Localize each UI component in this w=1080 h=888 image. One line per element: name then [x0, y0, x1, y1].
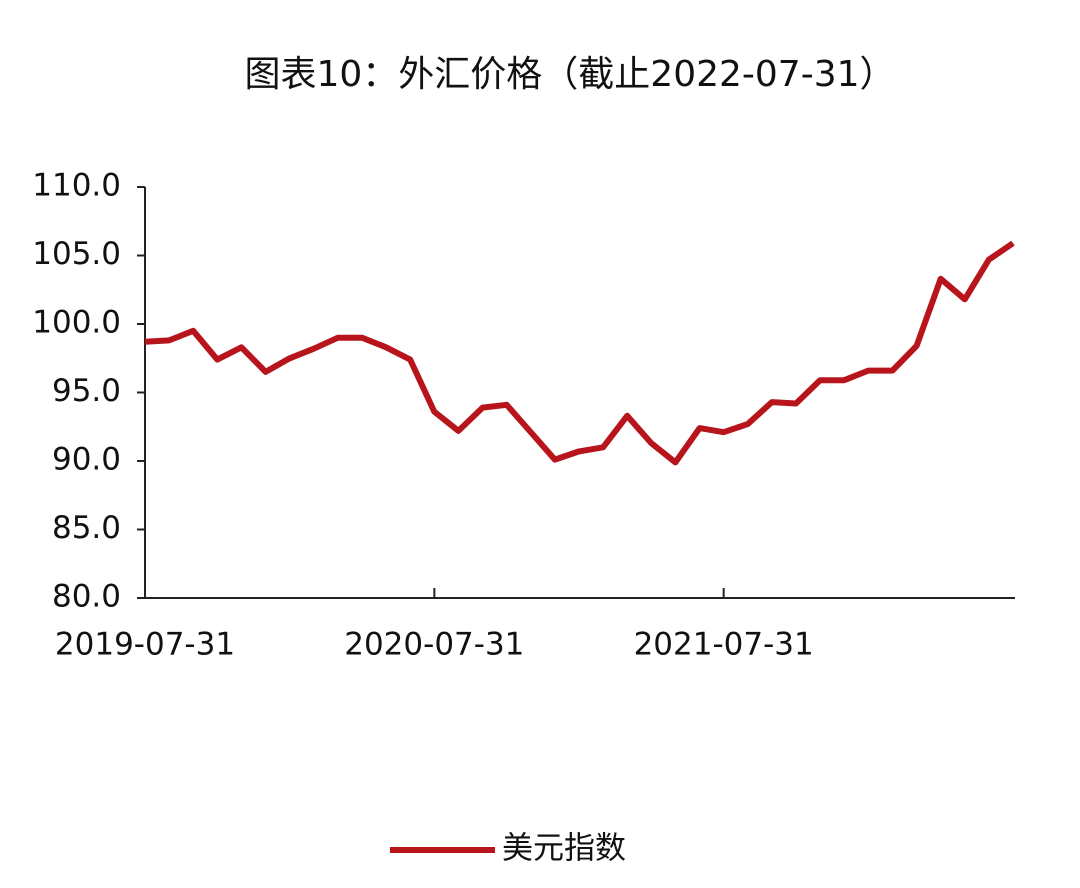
x-tick-label: 2021-07-31	[634, 627, 814, 663]
y-tick-label: 85.0	[52, 510, 121, 546]
y-tick-label: 80.0	[52, 579, 121, 615]
legend-label: 美元指数	[502, 831, 626, 867]
y-tick-label: 105.0	[32, 236, 121, 272]
y-tick-label: 100.0	[32, 305, 121, 341]
x-tick-label: 2019-07-31	[55, 627, 235, 663]
y-tick-label: 95.0	[52, 373, 121, 409]
data-line	[144, 240, 1015, 466]
chart-title: 图表10：外汇价格（截止2022-07-31）	[244, 54, 895, 95]
y-tick-label: 90.0	[52, 442, 121, 478]
y-tick-label: 110.0	[32, 168, 121, 204]
x-tick-label: 2020-07-31	[344, 627, 524, 663]
